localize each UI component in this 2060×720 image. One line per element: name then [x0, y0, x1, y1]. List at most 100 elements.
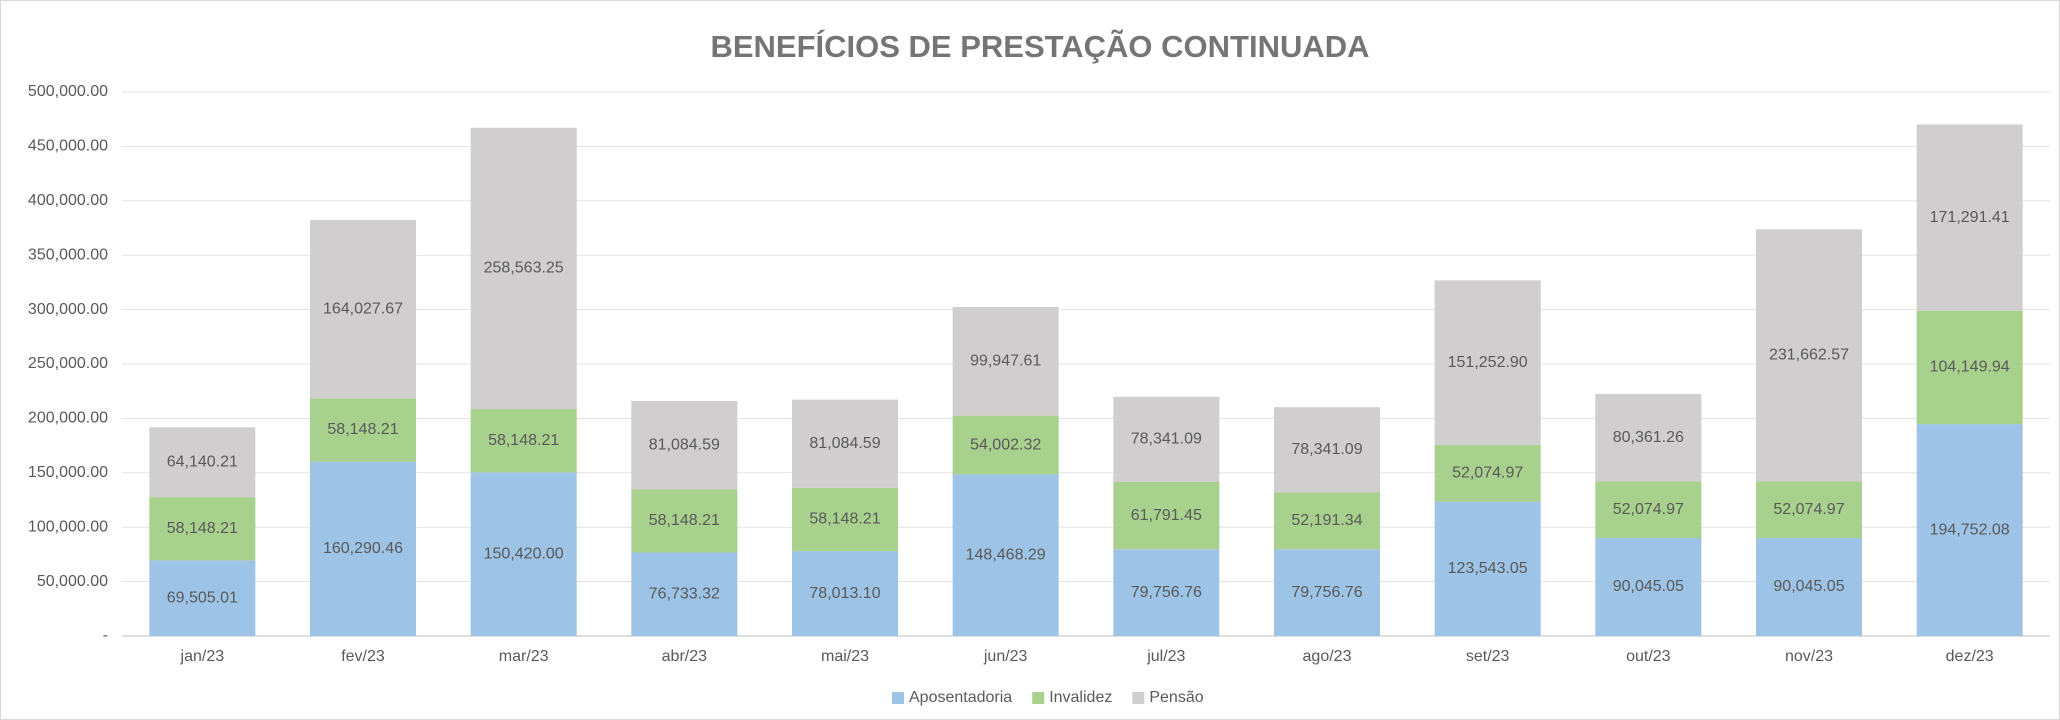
data-label: 104,149.94 — [1930, 359, 2010, 376]
data-label: 80,361.26 — [1613, 429, 1684, 446]
bar-segment — [791, 551, 899, 636]
bar-segment — [309, 398, 417, 462]
data-label: 76,733.32 — [649, 585, 720, 602]
data-label: 164,027.67 — [323, 300, 403, 317]
data-label: 231,662.57 — [1769, 347, 1849, 364]
data-label: 148,468.29 — [966, 546, 1046, 563]
x-tick-label: ago/23 — [1303, 648, 1352, 665]
data-label: 99,947.61 — [970, 353, 1041, 370]
data-label: 52,074.97 — [1613, 501, 1684, 518]
bar-segment — [631, 401, 738, 490]
y-tick-label: 350,000.00 — [28, 246, 108, 263]
data-label: 58,148.21 — [809, 511, 880, 528]
data-label: 61,791.45 — [1131, 507, 1202, 524]
bar-segment — [470, 409, 577, 473]
chart-title: BENEFÍCIOS DE PRESTAÇÃO CONTINUADA — [710, 29, 1369, 64]
bar-segment — [1755, 481, 1863, 539]
bar-segment — [1434, 501, 1541, 636]
y-tick-label: 300,000.00 — [28, 301, 108, 318]
bar-segment — [470, 472, 577, 636]
y-tick-label: 200,000.00 — [28, 410, 108, 427]
data-label: 78,013.10 — [809, 585, 880, 602]
data-label: 58,148.21 — [649, 512, 720, 529]
bar-segment — [1273, 549, 1381, 636]
y-tick-label: 500,000.00 — [28, 83, 108, 100]
data-label: 150,420.00 — [484, 545, 564, 562]
y-tick-label: 50,000.00 — [37, 573, 108, 590]
data-label: 58,148.21 — [167, 520, 238, 537]
x-tick-label: fev/23 — [341, 648, 385, 665]
x-tick-label: set/23 — [1466, 648, 1510, 665]
data-label: 194,752.08 — [1930, 521, 2010, 538]
x-tick-label: mai/23 — [821, 648, 869, 665]
bar-segment — [631, 489, 738, 553]
bar-segment — [1113, 481, 1220, 550]
bar-segment — [1755, 538, 1863, 636]
bar-segment — [1755, 229, 1863, 482]
legend-swatch — [1132, 692, 1145, 704]
bar-segment — [149, 560, 256, 636]
data-label: 90,045.05 — [1773, 578, 1844, 595]
y-tick-label: 100,000.00 — [28, 518, 108, 535]
data-label: 64,140.21 — [167, 453, 238, 470]
bar-segment — [1434, 280, 1541, 445]
data-label: 52,074.97 — [1452, 464, 1523, 481]
data-label: 81,084.59 — [809, 435, 880, 452]
data-label: 123,543.05 — [1448, 560, 1528, 577]
data-label: 81,084.59 — [649, 436, 720, 453]
y-tick-label: 400,000.00 — [28, 192, 108, 209]
data-label: 69,505.01 — [167, 589, 238, 606]
x-tick-label: jul/23 — [1146, 648, 1185, 665]
data-label: 171,291.41 — [1930, 209, 2010, 226]
bar-segment — [470, 127, 577, 410]
x-tick-label: abr/23 — [662, 648, 707, 665]
bar-segment — [1595, 481, 1702, 539]
bar-segment — [1113, 396, 1220, 482]
legend-label: Invalidez — [1049, 689, 1112, 706]
y-tick-label: - — [103, 627, 108, 644]
legend-swatch — [1032, 692, 1045, 704]
x-tick-label: mar/23 — [499, 648, 549, 665]
data-label: 52,074.97 — [1773, 501, 1844, 518]
bar-segment — [149, 497, 256, 561]
data-label: 258,563.25 — [484, 260, 564, 277]
bar-segment — [1916, 310, 2023, 425]
bar-segment — [952, 474, 1059, 636]
y-tick-label: 250,000.00 — [28, 355, 108, 372]
data-label: 54,002.32 — [970, 436, 1041, 453]
bar-segment — [1113, 549, 1220, 636]
y-tick-label: 450,000.00 — [28, 138, 108, 155]
x-tick-label: jan/23 — [180, 648, 225, 665]
legend-label: Aposentadoria — [909, 689, 1012, 706]
x-tick-label: jun/23 — [983, 648, 1028, 665]
bar-segment — [149, 427, 256, 498]
x-tick-label: dez/23 — [1946, 648, 1994, 665]
bar-segment — [952, 306, 1059, 416]
data-label: 151,252.90 — [1448, 354, 1528, 371]
bar-segment — [791, 487, 899, 552]
bar-segment — [1434, 444, 1541, 502]
bar-segment — [1595, 393, 1702, 482]
legend-swatch — [892, 692, 904, 704]
x-tick-label: out/23 — [1626, 648, 1671, 665]
x-tick-label: nov/23 — [1785, 648, 1833, 665]
data-label: 78,341.09 — [1131, 431, 1202, 448]
legend-label: Pensão — [1149, 689, 1203, 706]
data-label: 160,290.46 — [323, 540, 403, 557]
data-label: 79,756.76 — [1131, 584, 1202, 601]
bar-segment — [631, 552, 738, 636]
data-label: 79,756.76 — [1291, 584, 1362, 601]
data-label: 58,148.21 — [488, 432, 559, 449]
bar-segment — [1916, 124, 2023, 311]
data-label: 58,148.21 — [327, 421, 398, 438]
bar-segment — [952, 415, 1059, 475]
data-label: 52,191.34 — [1291, 512, 1362, 529]
bar-segment — [309, 219, 417, 399]
bar-segment — [309, 461, 417, 636]
y-tick-label: 150,000.00 — [28, 464, 108, 481]
data-label: 90,045.05 — [1613, 578, 1684, 595]
bar-segment — [791, 399, 899, 488]
bar-segment — [1916, 424, 2023, 636]
data-label: 78,341.09 — [1291, 441, 1362, 458]
